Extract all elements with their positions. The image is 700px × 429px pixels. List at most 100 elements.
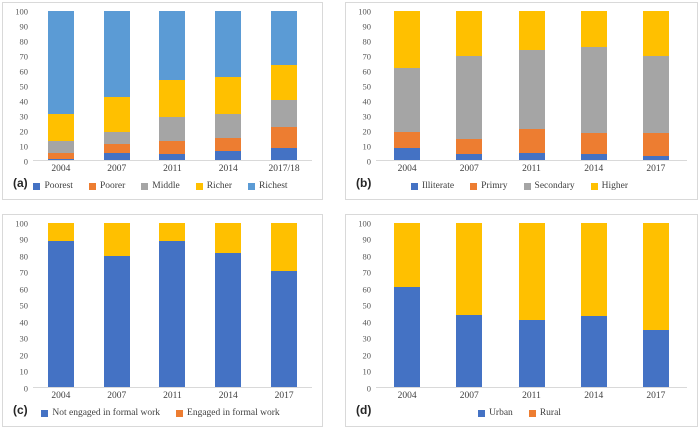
panel-chart-a: 0 10 20 30 40 50 60 70 80 90 100 2004 2007 2011 2014 2… (2, 2, 323, 200)
legend-label: Primry (481, 181, 508, 191)
legend-swatch (523, 182, 531, 190)
bar-segment (159, 116, 186, 141)
y-tick-label: 80 (19, 250, 29, 261)
y-tick-label: 60 (362, 65, 372, 76)
bar-segment (456, 55, 483, 140)
legend: Urban Rural (352, 404, 687, 422)
legend-label: Richest (259, 181, 288, 191)
bar-segment (642, 133, 669, 156)
legend-item: Urban (478, 408, 513, 418)
y-tick-label: 90 (362, 20, 372, 31)
x-axis-label: 2004 (51, 164, 71, 174)
bar-segment (394, 223, 421, 287)
y-tick-label: 20 (362, 349, 372, 360)
bar-segment (456, 139, 483, 155)
bar-segment (518, 152, 545, 160)
legend-item: Not engaged in formal work (41, 408, 160, 418)
bar-segment (456, 11, 483, 56)
bar-segment (47, 158, 74, 160)
bar-segment (394, 148, 421, 160)
x-axis-label: 2011 (522, 164, 541, 174)
legend-swatch (478, 409, 486, 417)
y-tick-label: 70 (19, 50, 29, 61)
legend-label: Rural (539, 408, 561, 418)
x-axis-label: 2007 (107, 164, 127, 174)
x-axis-label: 2014 (218, 164, 238, 174)
bar-segment (580, 11, 607, 47)
bar-slot (500, 11, 562, 160)
x-axis-labels: 2004 2007 2011 2014 2017/18 (33, 161, 312, 177)
bar-segment (47, 113, 74, 141)
bar-segment (456, 314, 483, 387)
legend-swatch (195, 182, 203, 190)
bar-segment (642, 11, 669, 56)
x-axis-label: 2014 (218, 391, 238, 401)
y-tick-label: 20 (19, 125, 29, 136)
bar-slot (500, 223, 562, 387)
stacked-bar (456, 223, 483, 387)
y-tick-label: 50 (362, 80, 372, 91)
bar-segment (394, 131, 421, 149)
bar-segment (456, 223, 483, 315)
bar-slot (33, 223, 89, 387)
bar-segment (518, 223, 545, 320)
y-tick-label: 0 (23, 382, 28, 393)
legend-item: Poorest (33, 181, 73, 191)
y-axis: 0 10 20 30 40 50 60 70 80 90 100 (9, 7, 33, 165)
legend-swatch (141, 182, 149, 190)
bar-segment (518, 49, 545, 129)
y-tick-label: 70 (362, 267, 372, 278)
legend-label: Richer (206, 181, 233, 191)
stacked-bar (580, 223, 607, 387)
y-tick-label: 100 (358, 5, 371, 16)
bar-segment (159, 79, 186, 117)
bar-segment (215, 151, 242, 160)
y-tick-label: 50 (19, 300, 29, 311)
stacked-bar (394, 223, 421, 387)
x-axis-label: 2014 (584, 391, 604, 401)
bar-segment (215, 76, 242, 114)
panel-letter: (d) (356, 403, 372, 417)
bar-segment (394, 67, 421, 132)
x-axis-label: 2011 (163, 391, 182, 401)
bar-segment (580, 154, 607, 160)
bar-segment (103, 131, 130, 144)
y-tick-label: 40 (19, 316, 29, 327)
plot-area (33, 11, 312, 161)
bar-slot (438, 223, 500, 387)
legend: Illiterate Primry Secondary Higher (352, 177, 687, 195)
legend-item: Engaged in formal work (176, 408, 280, 418)
bar-segment (642, 329, 669, 387)
legend-swatch (410, 182, 418, 190)
y-tick-label: 0 (366, 382, 371, 393)
bar-segment (271, 223, 298, 271)
bar-segment (394, 11, 421, 68)
y-tick-label: 100 (358, 217, 371, 228)
stacked-bar (642, 11, 669, 160)
stacked-bar (271, 223, 298, 387)
stacked-bar (518, 223, 545, 387)
y-axis: 0 10 20 30 40 50 60 70 80 90 100 (352, 219, 376, 392)
y-tick-label: 10 (362, 140, 372, 151)
bar-segment (47, 152, 74, 159)
legend-item: Primry (470, 181, 508, 191)
x-axis-label: 2004 (51, 391, 71, 401)
x-axis-label: 2004 (397, 391, 417, 401)
y-tick-label: 30 (362, 333, 372, 344)
stacked-bar (159, 11, 186, 160)
legend-item: Poorer (88, 181, 125, 191)
bar-segment (215, 137, 242, 152)
bar-segment (103, 97, 130, 132)
stacked-bar (271, 11, 298, 160)
bar-segment (271, 148, 298, 160)
bar-slot (563, 11, 625, 160)
y-tick-label: 40 (362, 95, 372, 106)
stacked-bar (103, 11, 130, 160)
bar-segment (103, 255, 130, 387)
legend-swatch (176, 409, 184, 417)
y-axis: 0 10 20 30 40 50 60 70 80 90 100 (352, 7, 376, 165)
y-tick-label: 40 (19, 95, 29, 106)
bar-segment (103, 223, 130, 256)
bar-segment (580, 46, 607, 134)
